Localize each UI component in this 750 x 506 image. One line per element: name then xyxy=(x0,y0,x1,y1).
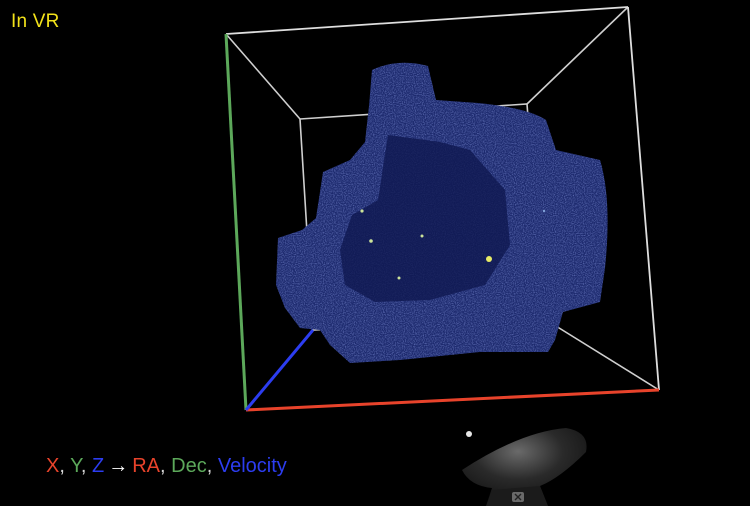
controller-pointer-dot xyxy=(466,431,472,437)
bright-sources xyxy=(360,209,546,280)
legend-y: Y xyxy=(70,455,81,477)
arrow-right-icon: → xyxy=(108,455,129,477)
legend-z: Z xyxy=(92,455,105,477)
legend-ra: RA xyxy=(132,455,161,477)
mode-label: In VR xyxy=(11,11,60,32)
data-cube-volume xyxy=(276,62,608,364)
x-axis-ra xyxy=(245,388,660,412)
legend-velocity: Velocity xyxy=(217,455,287,477)
bounding-box-edges xyxy=(225,6,660,391)
vr-controller-icon xyxy=(462,428,587,506)
axis-mapping-legend: X, Y, Z → RA, Dec, Velocity xyxy=(46,455,287,477)
legend-dec: Dec xyxy=(171,455,207,477)
legend-x: X xyxy=(46,455,60,477)
z-axis-velocity xyxy=(244,329,315,411)
y-axis-dec xyxy=(224,33,248,411)
volume-core xyxy=(340,135,510,302)
